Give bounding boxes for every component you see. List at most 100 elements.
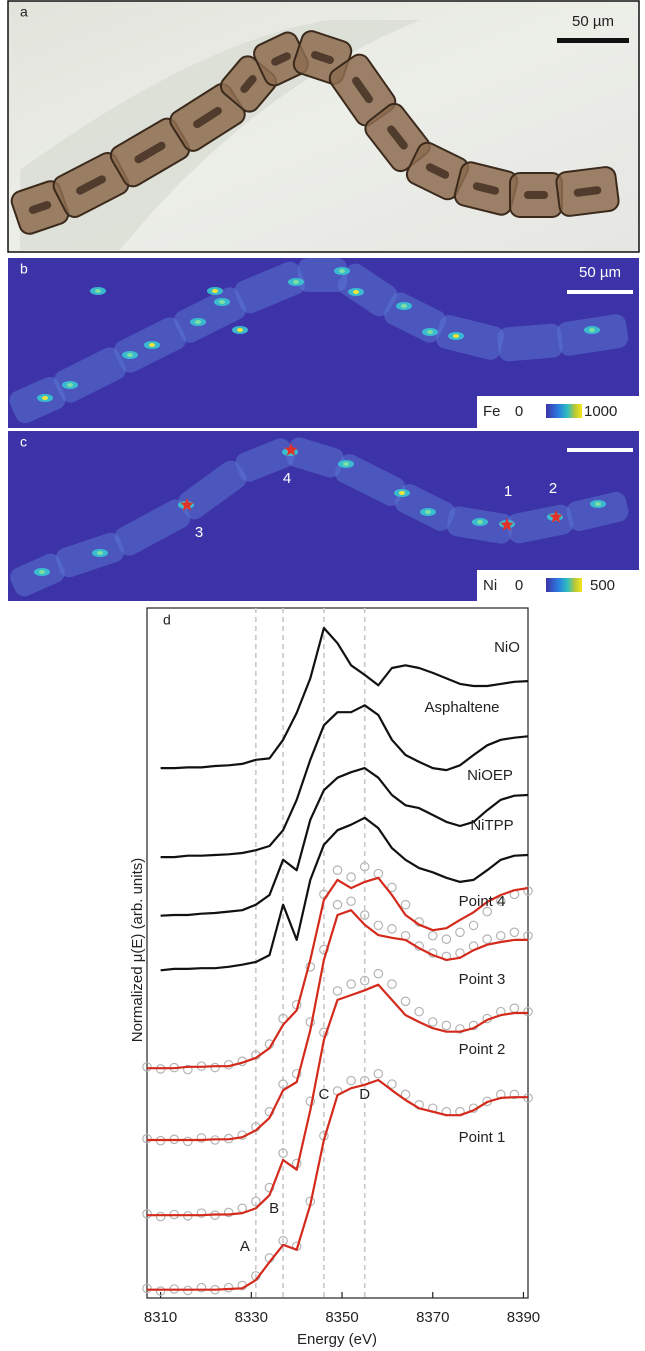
panel-label: d — [163, 612, 171, 628]
cell-inclusion — [76, 175, 106, 195]
measured-point — [400, 1089, 411, 1100]
measured-point — [482, 934, 492, 944]
panel-label: c — [20, 434, 27, 450]
hotspot-core — [353, 290, 359, 294]
point-label: 1 — [504, 483, 512, 500]
series-label: NiOEP — [467, 767, 513, 784]
feature-label: B — [269, 1200, 279, 1217]
spectrum-line — [160, 704, 529, 859]
measured-point — [400, 996, 411, 1007]
cell-chain — [10, 30, 620, 235]
measured-point — [251, 1196, 261, 1207]
series-label: NiO — [494, 639, 520, 656]
measured-point — [387, 924, 397, 934]
scale-bar — [557, 38, 629, 43]
element-label: Ni — [483, 577, 497, 594]
hotspot-core — [42, 396, 48, 400]
hotspot-core — [401, 304, 407, 308]
hotspot-core — [97, 551, 103, 555]
cell — [298, 258, 347, 292]
measured-point — [359, 910, 370, 920]
measured-point — [223, 1207, 234, 1218]
measured-point — [332, 899, 343, 910]
point-marker — [549, 510, 563, 523]
series-label: Asphaltene — [424, 699, 499, 716]
hotspot-core — [219, 300, 225, 304]
x-tick-label: 8330 — [235, 1309, 268, 1326]
series-label: Point 3 — [459, 971, 506, 988]
hotspot-core — [339, 269, 345, 273]
cell-inclusion — [352, 76, 373, 104]
spectrum-line — [147, 1078, 528, 1291]
measured-point — [495, 930, 506, 941]
measured-point — [387, 979, 397, 989]
feature-label: C — [318, 1086, 329, 1103]
measured-point — [183, 1064, 193, 1075]
x-tick-label: 8310 — [144, 1309, 177, 1326]
measured-point — [373, 868, 384, 879]
spectrum-line — [160, 767, 529, 917]
measured-point — [332, 865, 343, 875]
cell-inclusion — [193, 106, 222, 129]
scale-bar-label: 50 µm — [572, 13, 614, 30]
hotspot-core — [39, 570, 45, 574]
hotspot-core — [425, 510, 431, 514]
hotspot-core — [237, 328, 243, 332]
measured-point — [196, 1133, 207, 1143]
measured-point — [387, 1079, 397, 1089]
colorbar-min: 0 — [515, 577, 523, 594]
cell — [566, 491, 629, 532]
point-label: 4 — [283, 470, 291, 487]
measured-point — [332, 986, 343, 996]
cell-inclusion — [524, 191, 548, 199]
measured-point — [223, 1282, 234, 1293]
measured-point — [196, 1208, 207, 1218]
measured-point — [373, 1068, 384, 1079]
measured-point — [155, 1211, 166, 1222]
cell — [286, 437, 344, 478]
colorbar-max: 500 — [590, 577, 615, 594]
feature-label: A — [240, 1238, 250, 1255]
colorbar — [546, 578, 582, 592]
cell-inclusion — [387, 125, 408, 150]
spectrum-line — [160, 626, 529, 770]
measured-point — [142, 1283, 152, 1294]
cell — [235, 438, 295, 482]
measured-point — [509, 1003, 520, 1013]
point-marker — [284, 443, 298, 456]
hotspot-core — [453, 334, 459, 338]
colorbar-min: 0 — [515, 403, 523, 420]
measured-point — [373, 968, 384, 979]
measured-point — [346, 896, 356, 907]
spectrum-line — [147, 909, 528, 1142]
spectrum-line — [160, 816, 529, 972]
spectrum-line — [147, 876, 529, 1070]
measured-point — [264, 1182, 275, 1193]
measured-point — [346, 979, 356, 989]
series-label: Point 4 — [459, 893, 506, 910]
measured-point — [142, 1209, 152, 1219]
measured-point — [441, 1020, 452, 1031]
measured-point — [278, 1148, 288, 1158]
cell — [234, 261, 306, 314]
cell-inclusion — [472, 182, 500, 195]
x-tick-label: 8350 — [325, 1309, 358, 1326]
hotspot-core — [477, 520, 483, 524]
series-label: NiTPP — [470, 817, 513, 834]
measured-point — [210, 1062, 220, 1073]
hotspot-core — [427, 330, 433, 334]
feature-label: D — [359, 1086, 370, 1103]
hotspot-core — [293, 280, 299, 284]
cell — [556, 314, 629, 356]
hotspot-core — [127, 353, 133, 357]
hotspot-core — [195, 320, 201, 324]
cell-inclusion — [425, 163, 450, 179]
measured-point — [359, 975, 370, 986]
hotspot-core — [589, 328, 595, 332]
measured-point — [482, 906, 492, 917]
scale-bar — [567, 448, 633, 452]
cell — [9, 376, 66, 424]
cell — [337, 263, 398, 317]
measured-point — [468, 920, 479, 931]
cell — [56, 532, 124, 578]
